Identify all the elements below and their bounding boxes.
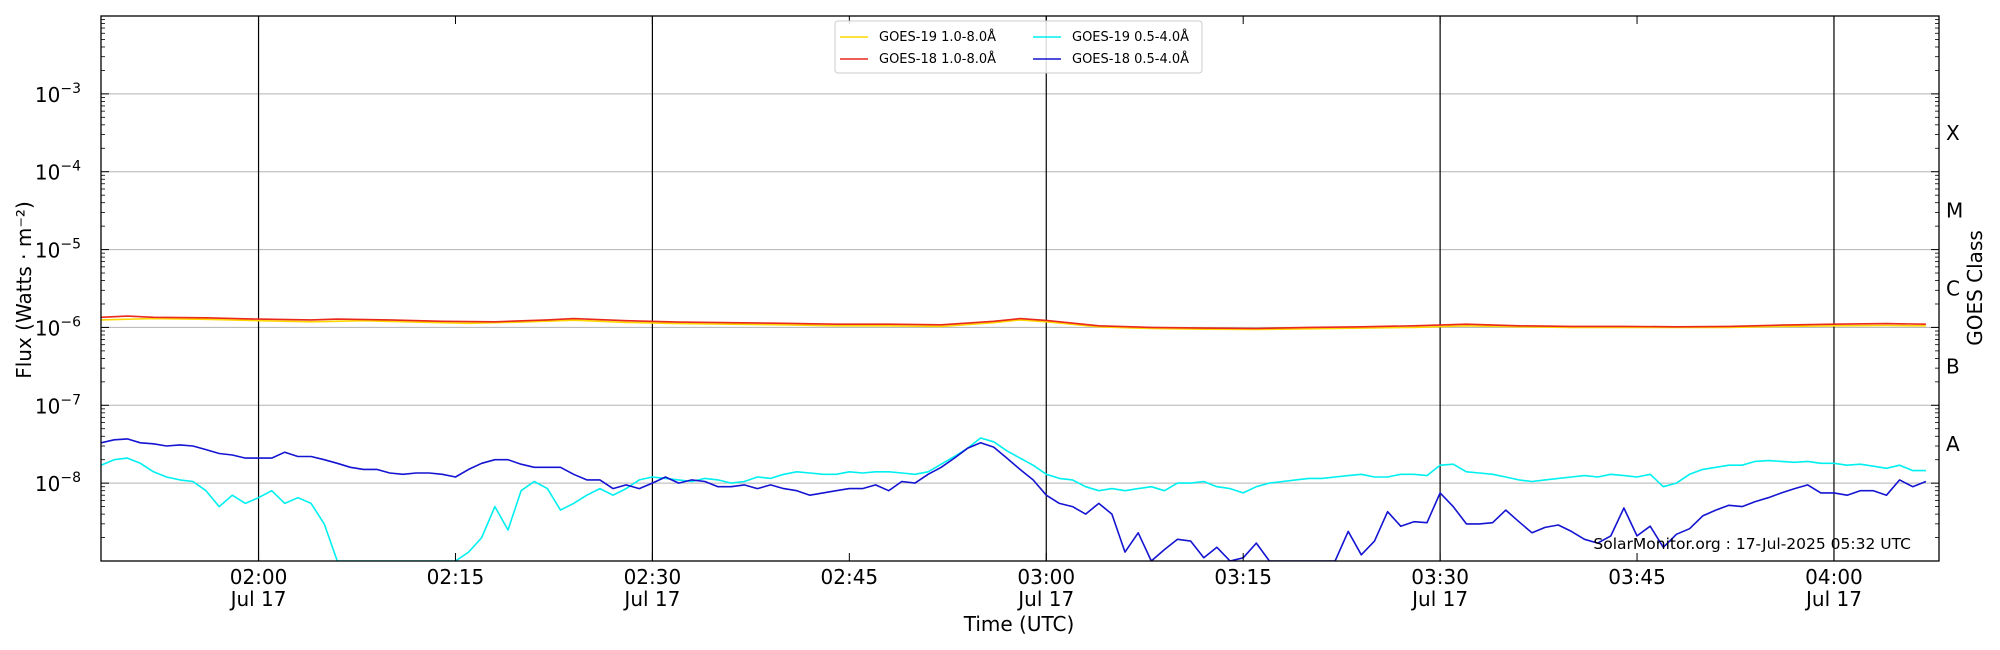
y-tick-label: 10−4 — [35, 159, 81, 185]
x-tick-label: 04:00 — [1805, 565, 1863, 589]
x-tick-label: 03:00 — [1017, 565, 1075, 589]
y-tick-label: 10−3 — [35, 81, 81, 107]
x-tick-sublabel: Jul 17 — [1016, 587, 1074, 611]
legend-label-goes18-short: GOES-18 0.5-4.0Å — [1072, 51, 1189, 67]
goes-class-label: M — [1946, 199, 1963, 223]
x-tick-sublabel: Jul 17 — [229, 587, 287, 611]
watermark: SolarMonitor.org : 17-Jul-2025 05:32 UTC — [1593, 535, 1911, 553]
y-tick-label: 10−6 — [35, 314, 81, 340]
legend-box — [834, 20, 1203, 74]
legend-label-goes18-long: GOES-18 1.0-8.0Å — [879, 51, 996, 67]
x-tick-label: 02:45 — [821, 565, 879, 589]
series-group — [101, 315, 1927, 561]
goes-class-label: C — [1946, 277, 1960, 301]
series-goes18-long — [101, 315, 1926, 330]
y-axis-ticks: 10−3 10−4 10−5 10−6 10−7 10−8 — [35, 19, 1939, 538]
y-tick-label: 10−5 — [35, 237, 81, 263]
goes-class-label: X — [1946, 121, 1960, 145]
x-tick-label: 02:15 — [427, 565, 485, 589]
series-goes19-long — [101, 317, 1926, 331]
x-tick-label: 03:30 — [1411, 565, 1469, 589]
x-axis-label: Time (UTC) — [963, 612, 1075, 636]
y-tick-label: 10−8 — [35, 470, 81, 496]
x-tick-label: 02:00 — [230, 565, 288, 589]
goes-class-labels: X M C B A — [1946, 121, 1963, 456]
x-tick-label: 02:30 — [624, 565, 682, 589]
legend-label-goes19-short: GOES-19 0.5-4.0Å — [1072, 29, 1189, 45]
y2-axis-label: GOES Class — [1963, 230, 1987, 346]
legend: GOES-19 1.0-8.0Å GOES-18 1.0-8.0Å GOES-1… — [834, 20, 1203, 74]
series-goes19-short — [101, 437, 1926, 561]
series-goes18-short — [101, 438, 1927, 561]
x-tick-label: 03:15 — [1214, 565, 1272, 589]
legend-label-goes19-long: GOES-19 1.0-8.0Å — [879, 29, 996, 45]
plot-frame — [100, 15, 1940, 562]
x-tick-sublabel: Jul 17 — [1804, 587, 1862, 611]
goes-class-label: B — [1946, 354, 1960, 378]
goes-class-label: A — [1946, 432, 1960, 456]
y-axis-label: Flux (Watts · m⁻²) — [12, 201, 36, 379]
x-tick-sublabel: Jul 17 — [1410, 587, 1468, 611]
y-tick-label: 10−7 — [35, 392, 81, 418]
gridlines — [101, 93, 1939, 484]
x-tick-label: 03:45 — [1608, 565, 1666, 589]
day-boundary-lines — [257, 16, 1835, 561]
x-tick-sublabel: Jul 17 — [622, 587, 680, 611]
